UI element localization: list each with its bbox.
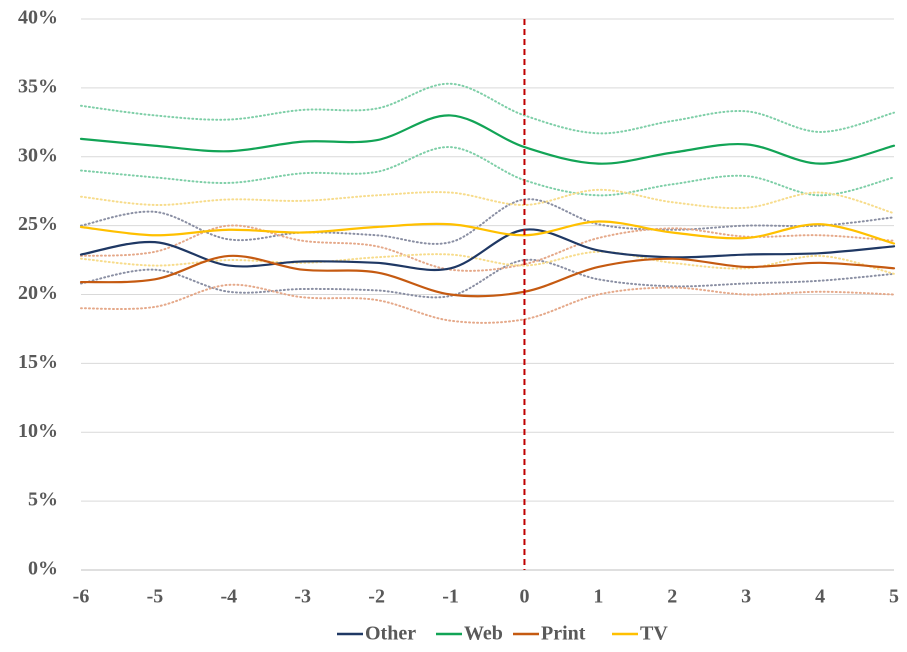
- series-line: [79, 114, 896, 165]
- x-tick-label: -2: [368, 586, 385, 608]
- y-tick-label: 35%: [18, 75, 58, 97]
- x-tick-label: 0: [519, 586, 529, 608]
- y-tick-label: 30%: [18, 144, 58, 166]
- legend-label: Print: [541, 623, 586, 645]
- x-tick-label: 4: [815, 586, 825, 608]
- legend-label: Other: [365, 623, 416, 645]
- x-tick-label: -4: [220, 586, 237, 608]
- x-tick-label: 1: [593, 586, 603, 608]
- x-tick-label: 2: [667, 586, 677, 608]
- x-tick-label: 5: [889, 586, 899, 608]
- y-tick-label: 0%: [28, 558, 58, 580]
- series-line: [79, 228, 896, 272]
- band-line: [80, 146, 895, 197]
- x-tick-label: -5: [147, 586, 164, 608]
- band-line: [80, 283, 895, 324]
- legend-label: Web: [464, 623, 503, 645]
- y-tick-label: 10%: [18, 420, 58, 442]
- y-tick-label: 20%: [18, 282, 58, 304]
- series-line: [79, 254, 896, 298]
- band-line: [80, 82, 895, 135]
- band-line: [80, 188, 895, 215]
- x-tick-label: -6: [73, 586, 90, 608]
- x-tick-label: 3: [741, 586, 751, 608]
- y-tick-label: 40%: [18, 7, 58, 29]
- x-tick-label: -3: [294, 586, 311, 608]
- legend-label: TV: [640, 623, 668, 645]
- x-tick-label: -1: [442, 586, 459, 608]
- y-tick-label: 5%: [28, 489, 58, 511]
- band-line: [80, 198, 895, 245]
- series-line: [79, 220, 896, 245]
- y-tick-label: 15%: [18, 351, 58, 373]
- y-tick-label: 25%: [18, 213, 58, 235]
- band-line: [80, 258, 895, 299]
